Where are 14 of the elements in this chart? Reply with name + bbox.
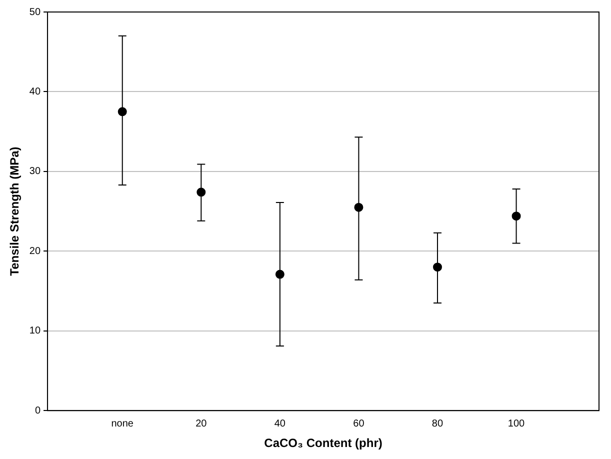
x-tick-label: none <box>111 418 134 430</box>
y-tick-label: 50 <box>29 6 41 18</box>
y-tick-label: 0 <box>34 405 41 416</box>
y-tick-label: 40 <box>29 86 41 98</box>
x-tick-label: 40 <box>274 418 286 430</box>
x-tick-label: 60 <box>353 418 365 430</box>
x-tick-label: 80 <box>432 418 444 430</box>
x-axis-title: CaCO₃ Content (phr) <box>264 436 382 450</box>
x-tick-label: 100 <box>508 418 526 430</box>
x-tick-label: 20 <box>196 418 208 430</box>
y-tick-label: 20 <box>29 246 41 257</box>
y-axis-title: Tensile Strength (MPa) <box>8 146 22 276</box>
y-tick-label: 10 <box>29 326 41 337</box>
y-tick-label: 30 <box>29 166 41 178</box>
